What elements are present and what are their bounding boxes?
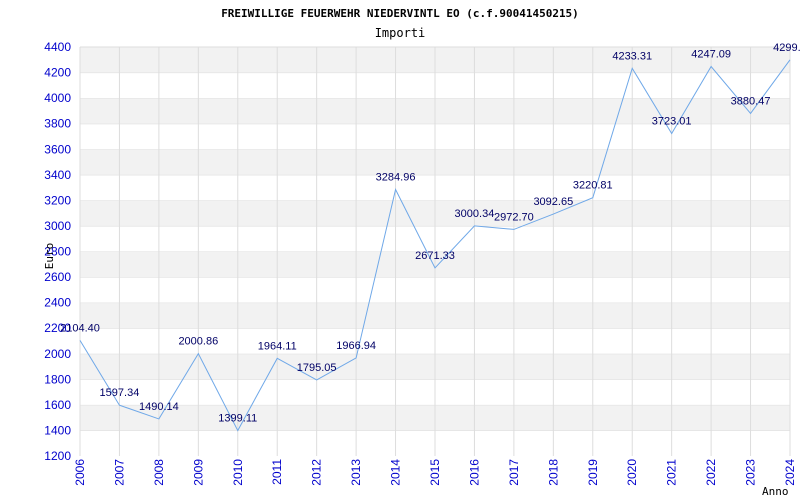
data-label: 1964.11 bbox=[258, 340, 297, 352]
data-label: 2972.70 bbox=[494, 211, 534, 223]
data-label: 4233.31 bbox=[612, 50, 652, 62]
data-label: 3220.81 bbox=[573, 180, 613, 192]
y-tick-label: 3200 bbox=[44, 193, 71, 207]
x-tick-label: 2014 bbox=[389, 459, 403, 486]
x-tick-label: 2012 bbox=[310, 459, 324, 486]
data-label: 1490.14 bbox=[139, 401, 179, 413]
data-label: 2000.86 bbox=[178, 336, 218, 348]
y-axis-ticks: 1200 1400 1600 1800 2000 2200 2400 2600 2800 3000… bbox=[44, 40, 71, 463]
y-tick-label: 2600 bbox=[44, 270, 71, 284]
x-tick-label: 2008 bbox=[152, 459, 166, 486]
x-axis-label: Anno bbox=[762, 485, 789, 498]
y-tick-label: 4400 bbox=[44, 40, 71, 54]
data-label: 3092.65 bbox=[533, 196, 573, 208]
data-labels: 2104.40 1597.34 1490.14 2000.86 1399.11 1964.… bbox=[60, 42, 800, 425]
x-tick-label: 2009 bbox=[191, 459, 205, 486]
x-tick-label: 2007 bbox=[112, 459, 126, 486]
x-tick-label: 2024 bbox=[783, 459, 797, 486]
chart-subtitle: Importi bbox=[375, 26, 426, 40]
data-label: 3723.01 bbox=[652, 116, 692, 128]
x-tick-label: 2013 bbox=[349, 459, 363, 486]
data-label: 4299.7 bbox=[773, 42, 800, 54]
y-axis-label: Euro bbox=[43, 243, 56, 270]
y-tick-label: 4000 bbox=[44, 91, 71, 105]
y-tick-label: 2200 bbox=[44, 321, 71, 335]
x-tick-label: 2020 bbox=[625, 459, 639, 486]
x-tick-label: 2023 bbox=[744, 459, 758, 486]
data-label: 1597.34 bbox=[100, 387, 140, 399]
y-tick-label: 3800 bbox=[44, 117, 71, 131]
y-tick-label: 1600 bbox=[44, 398, 71, 412]
x-tick-label: 2010 bbox=[231, 459, 245, 486]
x-tick-label: 2022 bbox=[704, 459, 718, 486]
data-label: 3284.96 bbox=[376, 172, 416, 184]
y-tick-label: 3400 bbox=[44, 168, 71, 182]
series-line bbox=[79, 59, 791, 432]
data-label: 2671.33 bbox=[415, 250, 455, 262]
chart-title: FREIWILLIGE FEUERWEHR NIEDERVINTL EO (c.… bbox=[221, 7, 579, 20]
x-tick-label: 2015 bbox=[428, 459, 442, 486]
x-tick-label: 2016 bbox=[467, 459, 481, 486]
data-label: 4247.09 bbox=[691, 49, 731, 61]
x-tick-label: 2011 bbox=[270, 459, 284, 485]
y-tick-label: 3600 bbox=[44, 142, 71, 156]
x-tick-label: 2018 bbox=[546, 459, 560, 486]
data-label: 3880.47 bbox=[731, 95, 771, 107]
y-tick-label: 2400 bbox=[44, 296, 71, 310]
data-label: 1399.11 bbox=[218, 413, 257, 425]
y-tick-label: 4200 bbox=[44, 66, 71, 80]
y-tick-label: 2800 bbox=[44, 245, 71, 259]
y-tick-label: 2000 bbox=[44, 347, 71, 361]
vertical-grid bbox=[79, 47, 791, 456]
x-tick-label: 2019 bbox=[586, 459, 600, 486]
data-label: 1795.05 bbox=[297, 362, 337, 374]
y-tick-label: 1200 bbox=[44, 449, 71, 463]
y-tick-label: 3000 bbox=[44, 219, 71, 233]
x-axis-ticks: 2006 2007 2008 2009 2010 2011 2012 2013 2014 2015… bbox=[73, 459, 797, 486]
x-tick-label: 2021 bbox=[665, 459, 679, 486]
y-tick-label: 1400 bbox=[44, 423, 71, 437]
data-label: 3000.34 bbox=[455, 208, 495, 220]
y-tick-label: 1800 bbox=[44, 372, 71, 386]
x-tick-label: 2017 bbox=[507, 459, 521, 486]
data-label: 1966.94 bbox=[336, 340, 376, 352]
x-tick-label: 2006 bbox=[73, 459, 87, 486]
data-label: 2104.40 bbox=[60, 322, 100, 334]
